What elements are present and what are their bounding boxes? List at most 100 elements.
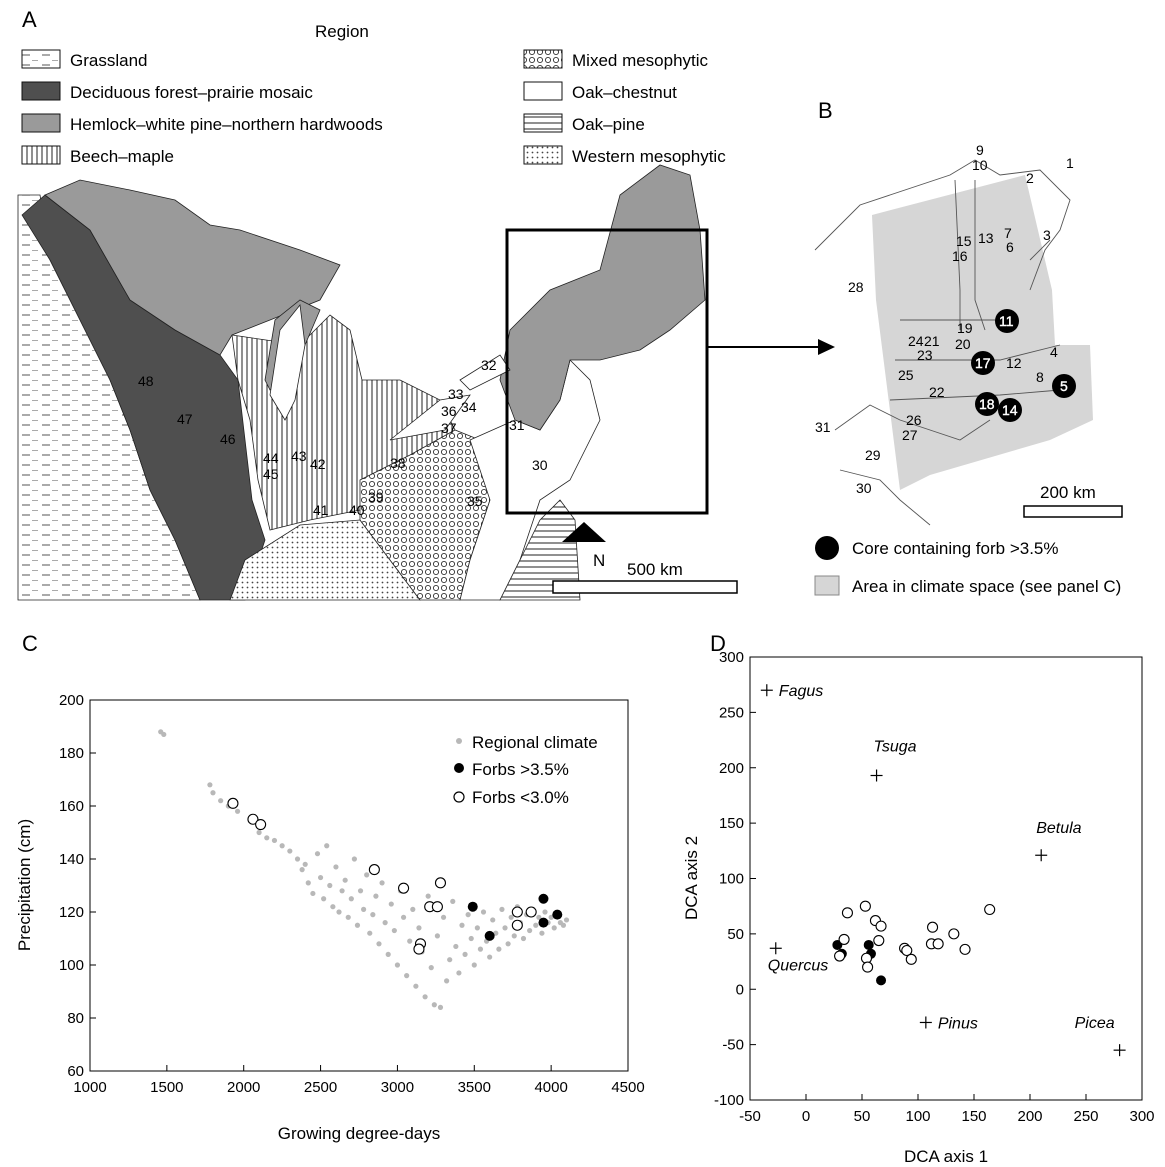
- chart-d-x-tick-label: 300: [1129, 1108, 1154, 1125]
- regional-climate-point: [542, 909, 548, 915]
- chart-c-x-tick-label: 3500: [458, 1079, 491, 1096]
- regional-climate-point: [305, 880, 311, 886]
- chart-d-x-tick-label: 250: [1073, 1108, 1098, 1125]
- site-label: 21: [924, 333, 940, 349]
- legend-label-western-mesophytic: Western mesophytic: [572, 147, 726, 166]
- forb-low-point: [959, 943, 971, 955]
- core-site-label: 11: [999, 313, 1014, 329]
- map-a-zoom-box: [505, 228, 709, 515]
- regional-climate-point: [434, 933, 440, 939]
- legend-core-marker: [815, 536, 839, 560]
- forb-high-point: [467, 901, 478, 912]
- regional-climate-point: [354, 922, 361, 928]
- forb-low-point: [841, 907, 853, 919]
- chart-d-y-tick-label: 150: [719, 815, 744, 832]
- forb-low-point: [398, 882, 410, 894]
- legend-swatch-mixed-mesophytic: [523, 49, 563, 69]
- forb-high-point: [876, 975, 887, 986]
- forb-low-point: [247, 813, 259, 825]
- forb-low-point: [434, 877, 447, 889]
- map-b-site-labels: 1 2 3 4 6 7 8 9 10 12 13 15 16 19 20 21 …: [815, 142, 1074, 496]
- map-a-scale-bar: [552, 580, 738, 594]
- regional-climate-point: [207, 782, 213, 788]
- regional-climate-point: [407, 938, 413, 944]
- regional-climate-point: [428, 965, 434, 971]
- regional-climate-point: [520, 935, 527, 942]
- forb-low-point: [873, 934, 885, 947]
- regional-climate-point: [490, 917, 496, 923]
- panel-b: B 1 2 3 4 6 7 8 9 10 12 13 15 16: [814, 98, 1123, 596]
- panel-a-letter: A: [22, 7, 37, 32]
- regional-climate-point: [264, 835, 270, 841]
- legend-swatch-deciduous-prairie: [21, 81, 61, 101]
- taxon-label: Tsuga: [874, 739, 917, 756]
- region-legend: Grassland Deciduous forest–prairie mosai…: [21, 49, 726, 166]
- panel-b-letter: B: [818, 98, 833, 123]
- site-label: 13: [978, 230, 994, 246]
- chart-d-taxa: Fagus Tsuga Betula Quercus Pinus Picea: [760, 683, 1126, 1057]
- chart-d-x-tick-label: -50: [739, 1108, 761, 1125]
- forb-low-point: [862, 961, 874, 973]
- site-label: 25: [898, 367, 914, 383]
- regional-climate-point: [468, 935, 474, 942]
- forb-low-point: [927, 921, 939, 933]
- regional-climate-point: [348, 896, 354, 902]
- arrow-head-icon: [818, 339, 835, 355]
- legend-forbs-high-marker: [454, 763, 464, 773]
- site-label: 47: [177, 411, 193, 427]
- panel-d: D -50 0 50 100 150 200 250 300 -100-50050100150…: [682, 631, 1155, 1166]
- taxon-label: Fagus: [779, 683, 823, 700]
- regional-climate-point: [440, 914, 447, 920]
- regional-climate-point: [361, 906, 367, 912]
- regional-climate-point: [287, 848, 293, 854]
- site-label: 43: [291, 448, 307, 464]
- site-label: 19: [957, 320, 973, 336]
- regional-climate-point: [321, 896, 327, 902]
- legend-label-oak-chestnut: Oak–chestnut: [572, 83, 677, 102]
- forb-low-point: [368, 864, 380, 876]
- regional-climate-point: [560, 922, 567, 928]
- map-b-scale-bar: [1023, 505, 1123, 518]
- map-a-scale-label: 500 km: [627, 560, 683, 579]
- chart-d-y-tick-label: -50: [722, 1037, 744, 1054]
- regional-climate-point: [317, 874, 324, 881]
- regional-climate-point: [379, 880, 385, 886]
- regional-climate-point: [279, 843, 285, 849]
- chart-d-y-tick-label: 250: [719, 704, 744, 721]
- core-site-marker: [971, 351, 995, 375]
- regional-climate-point: [394, 962, 401, 968]
- site-label: 42: [310, 456, 326, 472]
- site-label: 2: [1026, 170, 1034, 186]
- core-site-marker: [975, 392, 999, 416]
- core-site-label: 17: [975, 355, 991, 371]
- regional-climate-point: [539, 930, 545, 936]
- site-label: 16: [952, 248, 968, 264]
- regional-climate-point: [474, 925, 480, 931]
- site-label: 26: [906, 412, 922, 428]
- legend-swatch-oak-pine: [523, 113, 563, 133]
- site-label: 34: [461, 399, 477, 415]
- core-site-marker: [995, 309, 1019, 333]
- forb-low-point: [511, 919, 523, 931]
- forb-low-point: [875, 920, 887, 932]
- forb-low-point: [901, 944, 913, 957]
- site-label: 3: [1043, 227, 1051, 243]
- regional-climate-point: [422, 994, 428, 1000]
- core-site-marker: [998, 398, 1022, 422]
- regional-climate-point: [499, 906, 505, 912]
- site-label: 7: [1004, 225, 1012, 241]
- regional-climate-point: [480, 909, 487, 915]
- regional-climate-point: [367, 930, 373, 936]
- forb-low-point: [834, 950, 846, 962]
- legend-forbs-low-label: Forbs <3.0%: [472, 788, 569, 807]
- regional-climate-point: [404, 973, 410, 979]
- site-label: 30: [532, 457, 548, 473]
- map-lake-ontario: [459, 354, 511, 391]
- regional-climate-point: [218, 798, 224, 804]
- regional-climate-point: [496, 946, 502, 952]
- regional-climate-point: [388, 901, 394, 907]
- legend-forbs-high-label: Forbs >3.5%: [472, 760, 569, 779]
- chart-c-y-ticks: 60 80 100 120 140 160 180 200: [59, 692, 96, 1080]
- map-lake-michigan: [269, 304, 306, 421]
